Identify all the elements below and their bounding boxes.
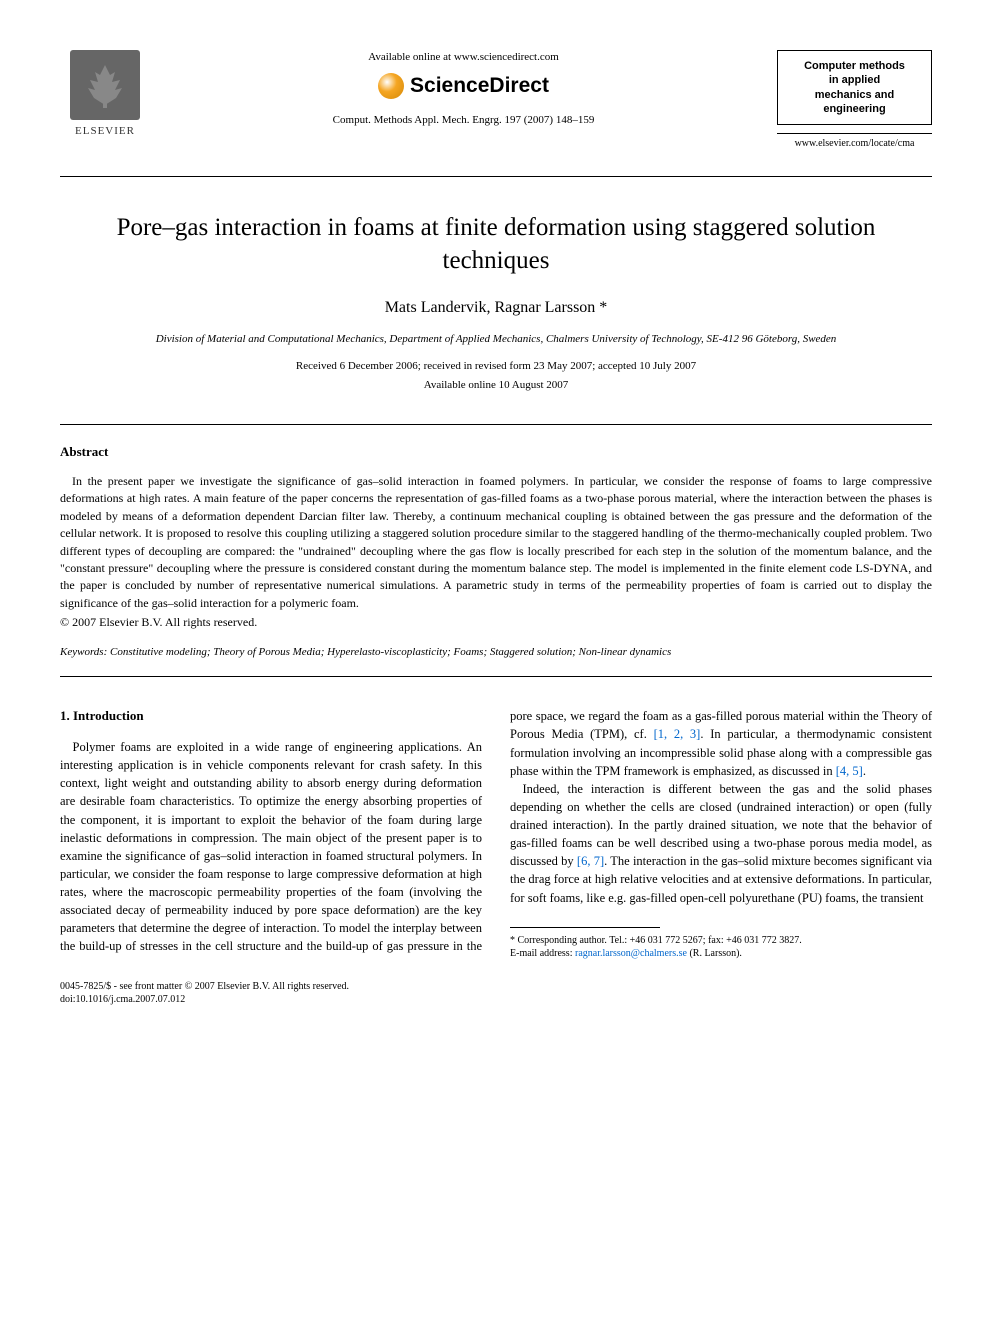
- abstract-section: Abstract In the present paper we investi…: [60, 424, 932, 678]
- intro-para-2: Indeed, the interaction is different bet…: [510, 780, 932, 907]
- intro-heading: 1. Introduction: [60, 707, 482, 726]
- abstract-text: In the present paper we investigate the …: [60, 473, 932, 612]
- available-online-text: Available online at www.sciencedirect.co…: [368, 50, 559, 65]
- header-divider: [60, 176, 932, 177]
- affiliation: Division of Material and Computational M…: [60, 332, 932, 347]
- email-label: E-mail address:: [510, 948, 572, 959]
- footer-doi: doi:10.1016/j.cma.2007.07.012: [60, 993, 932, 1006]
- para-text: Polymer foams are exploited in a wide ra…: [60, 740, 482, 917]
- center-header: Available online at www.sciencedirect.co…: [150, 50, 777, 128]
- sciencedirect-text: ScienceDirect: [410, 71, 549, 100]
- corresponding-author-footnote: * Corresponding author. Tel.: +46 031 77…: [510, 934, 932, 960]
- footnote-email-line: E-mail address: ragnar.larsson@chalmers.…: [510, 947, 932, 960]
- keywords-label: Keywords:: [60, 646, 107, 658]
- journal-box-line: engineering: [784, 102, 925, 116]
- keywords-text: Constitutive modeling; Theory of Porous …: [110, 646, 671, 658]
- journal-box-line: Computer methods: [784, 59, 925, 73]
- journal-title-box-container: Computer methods in applied mechanics an…: [777, 50, 932, 151]
- sciencedirect-logo: ScienceDirect: [378, 71, 549, 100]
- sciencedirect-ball-icon: [378, 73, 404, 99]
- abstract-copyright: © 2007 Elsevier B.V. All rights reserved…: [60, 614, 932, 631]
- elsevier-tree-icon: [70, 50, 140, 120]
- para-text: .: [863, 764, 866, 778]
- email-name: (R. Larsson).: [689, 948, 742, 959]
- elsevier-name: ELSEVIER: [75, 124, 135, 139]
- journal-title-box: Computer methods in applied mechanics an…: [777, 50, 932, 125]
- journal-reference: Comput. Methods Appl. Mech. Engrg. 197 (…: [333, 113, 595, 128]
- citation-link[interactable]: [6, 7]: [577, 854, 604, 868]
- available-date: Available online 10 August 2007: [60, 378, 932, 393]
- journal-url: www.elsevier.com/locate/cma: [777, 133, 932, 151]
- citation-link[interactable]: [1, 2, 3]: [654, 727, 701, 741]
- elsevier-logo: ELSEVIER: [60, 50, 150, 139]
- footer-copyright: 0045-7825/$ - see front matter © 2007 El…: [60, 980, 932, 993]
- footnote-line: * Corresponding author. Tel.: +46 031 77…: [510, 934, 932, 947]
- page-footer: 0045-7825/$ - see front matter © 2007 El…: [60, 980, 932, 1006]
- body-section: 1. Introduction Polymer foams are exploi…: [60, 707, 932, 959]
- journal-box-line: mechanics and: [784, 88, 925, 102]
- citation-link[interactable]: [4, 5]: [836, 764, 863, 778]
- paper-title: Pore–gas interaction in foams at finite …: [100, 212, 892, 277]
- keywords: Keywords: Constitutive modeling; Theory …: [60, 645, 932, 677]
- email-link[interactable]: ragnar.larsson@chalmers.se: [575, 948, 687, 959]
- footnote-separator: [510, 927, 660, 928]
- authors: Mats Landervik, Ragnar Larsson *: [60, 297, 932, 319]
- abstract-heading: Abstract: [60, 443, 932, 461]
- journal-box-line: in applied: [784, 73, 925, 87]
- header-row: ELSEVIER Available online at www.science…: [60, 50, 932, 151]
- received-dates: Received 6 December 2006; received in re…: [60, 359, 932, 374]
